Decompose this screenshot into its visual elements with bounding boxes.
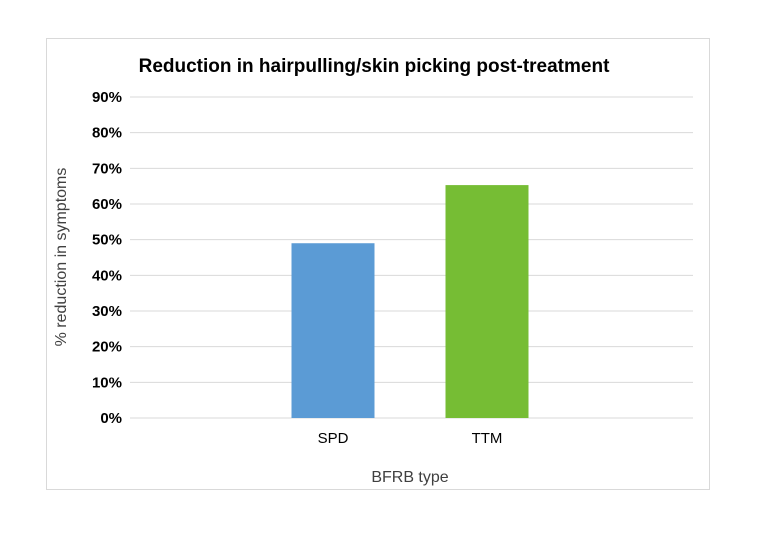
x-category-label: TTM	[472, 430, 503, 447]
chart-title: Reduction in hairpulling/skin picking po…	[139, 56, 610, 77]
x-axis-categories: SPD TTM	[318, 430, 503, 447]
y-tick-label: 90%	[92, 89, 122, 106]
x-category-label: SPD	[318, 430, 349, 447]
y-tick-label: 70%	[92, 160, 122, 177]
y-axis-ticks: 0% 10% 20% 30% 40% 50% 60% 70% 80% 90%	[92, 89, 122, 427]
y-tick-label: 80%	[92, 125, 122, 142]
y-axis-label: % reduction in symptoms	[53, 168, 70, 347]
bars	[291, 185, 529, 418]
gridlines	[130, 96, 693, 419]
y-tick-label: 10%	[92, 374, 122, 391]
chart-frame	[46, 38, 710, 490]
y-tick-label: 30%	[92, 303, 122, 320]
y-tick-label: 0%	[100, 410, 122, 427]
x-axis-label: BFRB type	[371, 469, 448, 486]
y-tick-label: 60%	[92, 196, 122, 213]
bar-spd	[291, 243, 375, 418]
y-tick-label: 50%	[92, 232, 122, 249]
y-tick-label: 20%	[92, 339, 122, 356]
bar-ttm	[445, 185, 529, 418]
y-tick-label: 40%	[92, 267, 122, 284]
